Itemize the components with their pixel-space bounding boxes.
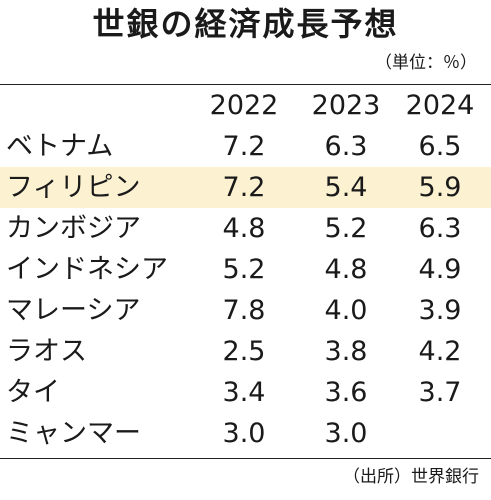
value-2024: 4.2 xyxy=(418,336,462,367)
table-row: ミャンマー 3.0 3.0 xyxy=(0,413,491,454)
table-row: マレーシア 7.8 4.0 3.9 xyxy=(0,290,491,331)
column-header-2023: 2023 xyxy=(311,89,381,121)
table-row-highlighted: フィリピン 7.2 5.4 5.9 xyxy=(0,167,491,208)
value-2022: 7.2 xyxy=(222,131,266,162)
value-2022: 7.2 xyxy=(222,172,266,203)
table-row: インドネシア 5.2 4.8 4.9 xyxy=(0,249,491,290)
value-2023: 3.0 xyxy=(324,418,368,449)
source-note: （出所）世界銀行 xyxy=(343,467,479,487)
country-name: カンボジア xyxy=(6,213,141,244)
value-2024: 4.9 xyxy=(418,254,462,285)
chart-title: 世銀の経済成長予想 xyxy=(92,5,399,43)
column-header-2022: 2022 xyxy=(209,89,279,121)
value-2023: 4.0 xyxy=(324,295,368,326)
table-row: ベトナム 7.2 6.3 6.5 xyxy=(0,126,491,167)
table-row: ラオス 2.5 3.8 4.2 xyxy=(0,331,491,372)
table-row: カンボジア 4.8 5.2 6.3 xyxy=(0,208,491,249)
value-2024 xyxy=(392,413,488,454)
value-2022: 4.8 xyxy=(222,213,266,244)
value-2022: 7.8 xyxy=(222,295,266,326)
value-2022: 3.0 xyxy=(222,418,266,449)
country-name: ベトナム xyxy=(6,131,114,162)
value-2024: 6.5 xyxy=(418,131,462,162)
bottom-rule xyxy=(0,458,491,459)
value-2022: 2.5 xyxy=(222,336,266,367)
country-name: ラオス xyxy=(6,336,87,367)
value-2024: 6.3 xyxy=(418,213,462,244)
top-rule xyxy=(0,84,491,85)
header-row: 2022 2023 2024 xyxy=(0,86,491,124)
value-2023: 6.3 xyxy=(324,131,368,162)
table-row: タイ 3.4 3.6 3.7 xyxy=(0,372,491,413)
value-2024: 3.9 xyxy=(418,295,462,326)
country-name: マレーシア xyxy=(6,295,141,326)
column-header-2024: 2024 xyxy=(405,89,475,121)
value-2023: 5.2 xyxy=(324,213,368,244)
value-2023: 5.4 xyxy=(324,172,368,203)
value-2024: 5.9 xyxy=(418,172,462,203)
value-2022: 3.4 xyxy=(222,377,266,408)
country-name: ミャンマー xyxy=(6,418,141,449)
data-table: ベトナム 7.2 6.3 6.5 フィリピン 7.2 5.4 5.9 カンボジア… xyxy=(0,126,491,454)
country-name: インドネシア xyxy=(6,254,168,285)
country-name: タイ xyxy=(6,377,60,408)
value-2023: 3.6 xyxy=(324,377,368,408)
value-2023: 4.8 xyxy=(324,254,368,285)
value-2024: 3.7 xyxy=(418,377,462,408)
unit-label: （単位：％） xyxy=(375,53,477,73)
value-2022: 5.2 xyxy=(222,254,266,285)
country-name: フィリピン xyxy=(6,172,141,203)
value-2023: 3.8 xyxy=(324,336,368,367)
